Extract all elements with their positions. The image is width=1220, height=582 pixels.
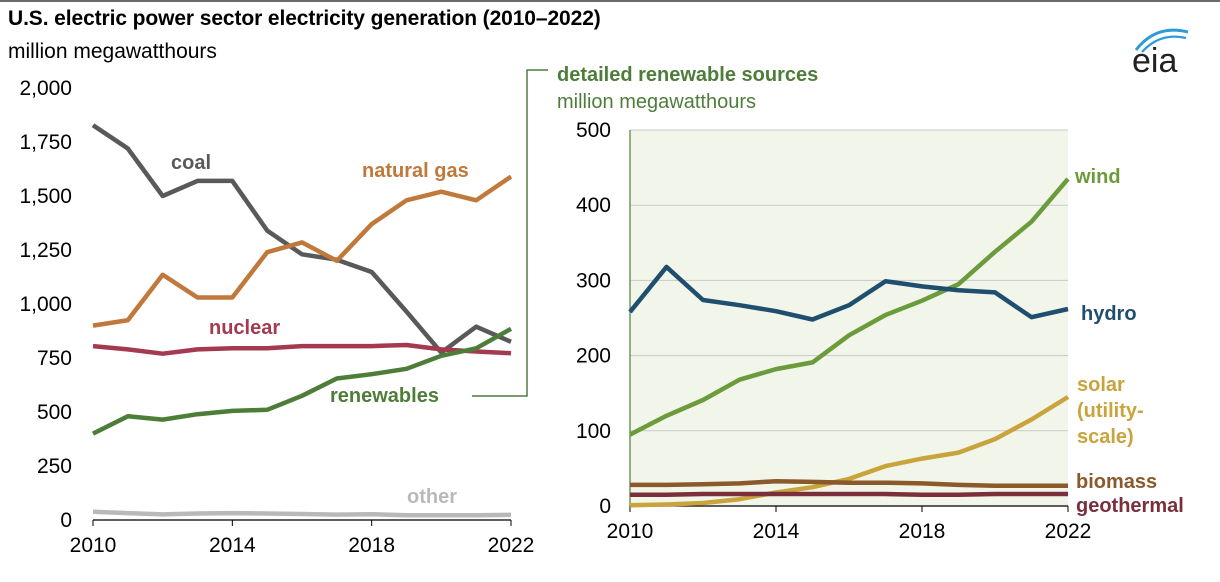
series-line-coal	[91, 123, 512, 355]
left-x-tick-labels: 2010 2014 2018 2022	[70, 520, 535, 557]
label-hydro: hydro	[1081, 303, 1137, 325]
left-y-tick-750: 750	[37, 347, 72, 370]
right-x-tick-2022: 2022	[1045, 520, 1092, 543]
right-y-tick-500: 500	[576, 119, 611, 142]
right-x-tick-2018: 2018	[899, 520, 946, 543]
right-gridlines	[630, 129, 1068, 432]
left-y-tick-2000: 2,000	[19, 77, 72, 100]
right-series-lines	[628, 177, 1070, 508]
left-y-tick-labels: 0 250 500 750 1,000 1,250 1,500 1,750 2,000	[19, 77, 72, 532]
label-solar-line2: (utility-	[1077, 400, 1144, 422]
left-x-tick-2010: 2010	[70, 534, 117, 557]
series-line-biomass	[630, 478, 1068, 488]
label-solar-line3: scale)	[1077, 426, 1134, 448]
label-solar-line1: solar	[1077, 374, 1125, 396]
series-line-natural-gas	[92, 174, 513, 328]
series-line-nuclear	[92, 342, 512, 356]
right-y-tick-300: 300	[576, 269, 611, 292]
series-line-solar-utility-scale	[629, 395, 1070, 508]
left-series-lines	[91, 123, 513, 518]
label-coal: coal	[171, 152, 211, 174]
chart-title: U.S. electric power sector electricity g…	[8, 7, 601, 30]
left-y-tick-500: 500	[37, 401, 72, 424]
left-x-tick-2018: 2018	[348, 534, 395, 557]
right-y-tick-400: 400	[576, 194, 611, 217]
eia-logo: eia	[1132, 28, 1189, 80]
right-y-tick-0: 0	[599, 495, 611, 518]
series-line-other	[92, 509, 512, 518]
right-y-tick-labels: 0 100 200 300 400 500	[576, 119, 611, 518]
label-other: other	[407, 486, 457, 508]
left-y-tick-250: 250	[37, 455, 72, 478]
left-y-tick-1250: 1,250	[19, 239, 72, 262]
chart-units: million megawatthours	[8, 40, 217, 63]
left-x-tick-2022: 2022	[488, 534, 535, 557]
logo-arc-2	[1141, 35, 1187, 53]
series-line-renewables	[91, 326, 513, 436]
label-nuclear: nuclear	[209, 317, 280, 339]
series-line-geothermal	[630, 491, 1068, 497]
series-line-wind	[628, 177, 1070, 437]
label-natural-gas: natural gas	[362, 160, 469, 182]
label-renewables: renewables	[330, 385, 439, 407]
left-x-tick-2014: 2014	[209, 534, 256, 557]
renewables-connector	[472, 69, 548, 397]
label-biomass: biomass	[1076, 471, 1157, 493]
left-y-tick-1000: 1,000	[19, 293, 72, 316]
right-y-tick-200: 200	[576, 345, 611, 368]
right-x-tick-2010: 2010	[607, 520, 654, 543]
label-geothermal: geothermal	[1076, 495, 1184, 517]
series-line-hydro	[628, 264, 1069, 322]
right-x-tick-2014: 2014	[753, 520, 800, 543]
right-units: million megawatthours	[557, 91, 756, 113]
left-y-tick-0: 0	[60, 509, 72, 532]
logo-arc-1	[1134, 28, 1189, 51]
right-y-tick-100: 100	[576, 420, 611, 443]
left-y-tick-1500: 1,500	[19, 185, 72, 208]
right-plot-background	[630, 130, 1068, 506]
top-rule	[0, 0, 1220, 2]
logo-text: eia	[1132, 42, 1177, 80]
right-title: detailed renewable sources	[557, 64, 818, 86]
label-wind: wind	[1074, 166, 1121, 188]
left-y-tick-1750: 1,750	[19, 131, 72, 154]
right-x-tick-labels: 2010 2014 2018 2022	[607, 506, 1092, 543]
